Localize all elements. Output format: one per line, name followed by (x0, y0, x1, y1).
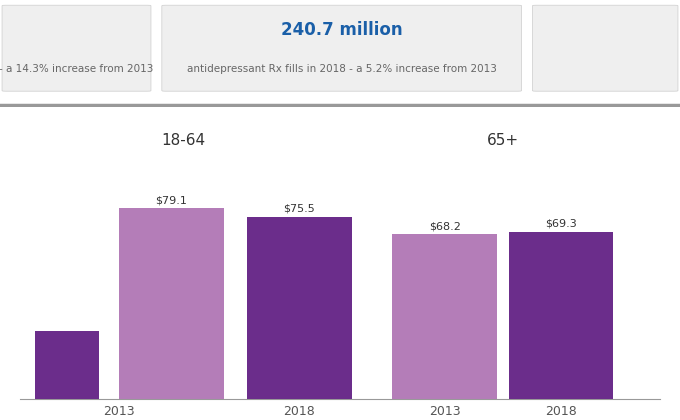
Text: $75.5: $75.5 (284, 204, 316, 214)
FancyBboxPatch shape (2, 5, 151, 91)
FancyBboxPatch shape (162, 5, 522, 91)
Bar (35, 331, 99, 399)
Text: 240.7 million: 240.7 million (281, 21, 403, 39)
Text: 65+: 65+ (487, 133, 519, 148)
FancyBboxPatch shape (532, 5, 678, 91)
Text: antidepressant Rx fills in 2018 - a 5.2% increase from 2013: antidepressant Rx fills in 2018 - a 5.2%… (187, 64, 496, 74)
Bar (392, 234, 497, 399)
Bar (247, 217, 352, 399)
Text: $68.2: $68.2 (428, 221, 460, 231)
Text: $79.1: $79.1 (156, 195, 188, 205)
Bar (509, 232, 613, 399)
Text: 18-64: 18-64 (161, 133, 205, 148)
Text: $69.3: $69.3 (545, 219, 577, 229)
Bar (119, 208, 224, 399)
Text: - a 14.3% increase from 2013: - a 14.3% increase from 2013 (0, 64, 154, 74)
